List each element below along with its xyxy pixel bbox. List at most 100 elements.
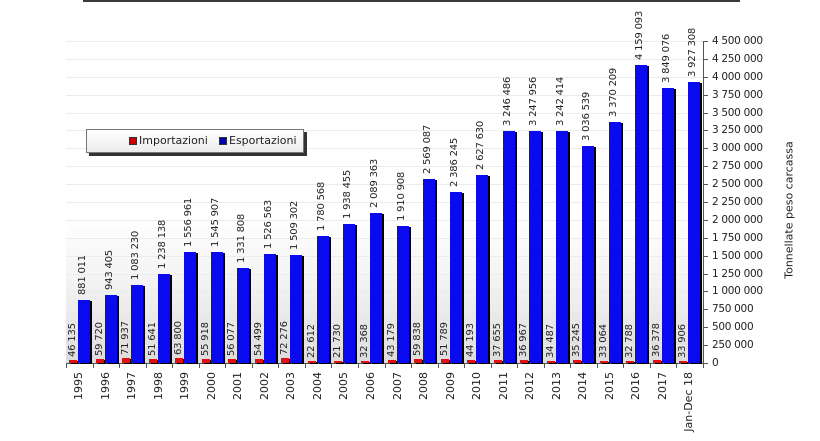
- value-label-importazioni: 21 730: [332, 324, 344, 358]
- value-label-importazioni: 59 838: [412, 321, 424, 356]
- x-tick: [119, 363, 121, 368]
- value-label-importazioni: 51 641: [146, 322, 158, 357]
- y-tick: [703, 130, 708, 132]
- x-category-label: 1998: [151, 372, 165, 400]
- bar-importazioni: [626, 360, 635, 363]
- x-tick: [225, 363, 227, 368]
- value-label-importazioni: 33 906: [677, 323, 689, 358]
- legend-label: Esportazioni: [229, 134, 297, 147]
- x-category-label: 2013: [549, 372, 563, 400]
- bar-esportazioni: [449, 192, 462, 363]
- gridline: [66, 327, 703, 329]
- y-tick: [703, 76, 708, 78]
- x-tick: [703, 363, 704, 368]
- y-tick: [703, 345, 708, 347]
- y-tick-label: 2 750 000: [712, 160, 763, 173]
- y-tick: [703, 148, 708, 150]
- x-category-label: 2005: [337, 372, 351, 400]
- x-tick: [172, 363, 174, 368]
- x-category-label: 2016: [629, 372, 643, 400]
- bar-importazioni: [520, 360, 529, 363]
- bar-importazioni: [679, 360, 688, 363]
- gridline: [66, 184, 703, 186]
- x-category-label: 2008: [417, 372, 431, 400]
- value-label-esportazioni: 1 556 961: [183, 197, 195, 247]
- y-tick-label: 2 250 000: [712, 196, 763, 208]
- x-category-label: 1999: [178, 372, 192, 400]
- bar-esportazioni: [608, 121, 621, 363]
- bar-esportazioni: [476, 174, 489, 363]
- legend-swatch-esportazioni: [219, 136, 227, 145]
- value-label-esportazioni: 3 036 539: [581, 91, 593, 141]
- bar-esportazioni: [396, 226, 409, 363]
- y-tick-label: 0: [712, 357, 719, 369]
- legend-swatch-importazioni: [129, 136, 137, 145]
- y-axis-title: Tonnellate peso carcassa: [782, 141, 796, 279]
- value-label-importazioni: 32 368: [358, 323, 370, 358]
- x-tick: [384, 363, 386, 368]
- value-label-esportazioni: 2 627 630: [475, 120, 487, 170]
- y-tick-label: 4 250 000: [712, 52, 763, 65]
- value-label-importazioni: 36 967: [518, 323, 530, 358]
- bar-importazioni: [281, 357, 290, 363]
- bar-esportazioni: [316, 235, 329, 363]
- bar-importazioni: [414, 358, 423, 363]
- y-tick: [703, 309, 708, 311]
- gridline: [66, 237, 703, 239]
- gridline: [66, 41, 703, 42]
- value-label-importazioni: 63 800: [173, 321, 185, 356]
- y-tick: [703, 255, 708, 257]
- bar-esportazioni: [369, 213, 382, 363]
- y-tick-label: 1 250 000: [712, 267, 763, 280]
- y-tick-label: 3 750 000: [712, 88, 763, 101]
- value-label-esportazioni: 3 927 308: [687, 27, 699, 77]
- value-label-esportazioni: 2 569 087: [422, 125, 434, 175]
- x-category-label: 2009: [443, 372, 457, 400]
- x-category-label: 2012: [523, 372, 537, 400]
- gridline: [66, 273, 703, 275]
- gridline: [66, 291, 703, 293]
- value-label-importazioni: 46 135: [67, 322, 78, 357]
- bar-esportazioni: [290, 255, 303, 363]
- y-tick-label: 2 000 000: [712, 213, 763, 226]
- y-tick-label: 250 000: [712, 339, 754, 352]
- x-tick: [464, 363, 466, 368]
- value-label-importazioni: 56 077: [226, 322, 238, 356]
- x-tick: [251, 363, 253, 368]
- bar-importazioni: [148, 359, 157, 363]
- gridline: [66, 148, 703, 150]
- value-label-esportazioni: 943 405: [103, 250, 115, 291]
- value-label-esportazioni: 1 938 455: [342, 170, 354, 220]
- x-category-label: 2001: [231, 372, 245, 400]
- x-tick: [145, 363, 147, 368]
- value-label-esportazioni: 1 509 302: [289, 200, 301, 250]
- value-label-esportazioni: 4 159 093: [634, 11, 646, 61]
- legend-item-esportazioni: Esportazioni: [219, 134, 297, 147]
- gridline: [66, 112, 703, 114]
- value-label-importazioni: 34 487: [544, 323, 556, 358]
- y-tick-label: 3 000 000: [712, 142, 763, 155]
- y-tick: [703, 327, 708, 329]
- x-tick: [517, 363, 519, 368]
- y-tick: [703, 273, 708, 275]
- x-tick: [649, 363, 651, 368]
- x-tick: [198, 363, 200, 368]
- x-tick: [92, 363, 94, 368]
- x-category-label: 2014: [576, 372, 590, 400]
- value-label-esportazioni: 1 526 563: [262, 199, 274, 249]
- bar-importazioni: [467, 359, 476, 363]
- x-category-label: 2006: [363, 372, 377, 400]
- bar-importazioni: [69, 359, 77, 363]
- value-label-esportazioni: 3 246 486: [501, 76, 513, 126]
- y-tick: [703, 58, 708, 60]
- x-tick: [304, 363, 306, 368]
- top-border-line: [83, 0, 740, 2]
- value-label-esportazioni: 1 083 230: [130, 231, 142, 281]
- bar-importazioni: [652, 360, 661, 363]
- gridline: [66, 130, 703, 132]
- bar-importazioni: [493, 360, 502, 363]
- gridline: [66, 255, 703, 257]
- y-tick-label: 750 000: [712, 303, 754, 316]
- y-tick-label: 3 500 000: [712, 106, 763, 119]
- y-tick-label: 4 500 000: [712, 35, 763, 47]
